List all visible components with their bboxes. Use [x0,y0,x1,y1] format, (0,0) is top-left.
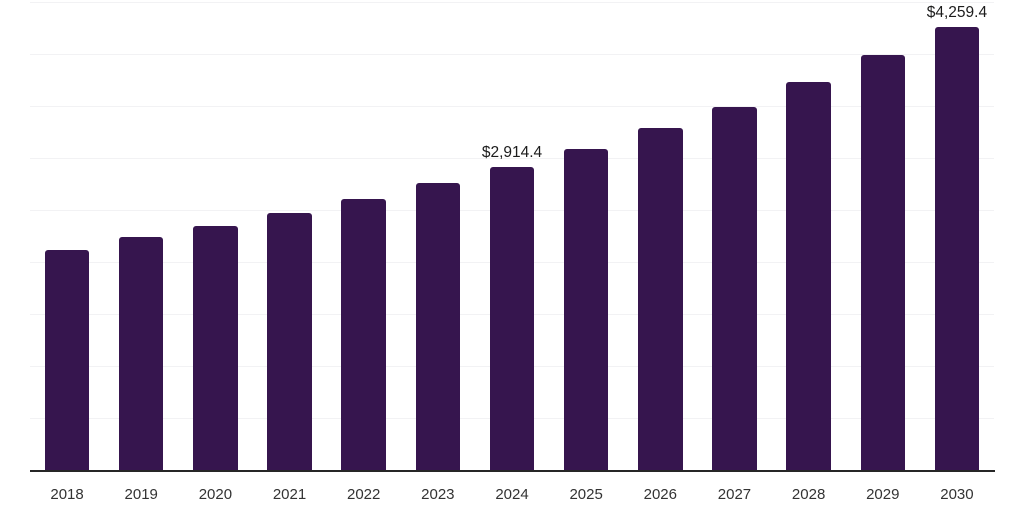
bar-2021 [267,212,312,470]
bar-2025 [563,148,609,470]
bar-2030 [934,27,980,470]
gridline [30,106,994,107]
gridline [30,2,994,3]
bar-2022 [341,198,386,470]
bar-2020 [193,225,238,470]
x-axis-line [30,470,995,472]
x-tick-label-2029: 2029 [866,486,900,503]
x-tick-label-2023: 2023 [421,486,455,503]
gridline [30,158,994,159]
x-tick-label-2027: 2027 [717,486,752,503]
bar-2029 [860,55,906,470]
bar-2019 [118,236,164,470]
x-tick-label-2021: 2021 [272,486,307,503]
gridline [30,54,994,55]
bar-2023 [415,183,461,470]
x-tick-label-2025: 2025 [569,486,603,503]
bar-2018 [44,249,90,470]
x-tick-label-2026: 2026 [643,486,677,503]
bar-value-label-2030: $4,259.4 [926,4,988,22]
x-tick-label-2019: 2019 [124,486,158,503]
bar-2026 [638,128,683,470]
x-tick-label-2022: 2022 [347,486,381,503]
bar-2024 [489,166,535,470]
x-tick-label-2020: 2020 [198,486,233,503]
bar-2027 [712,107,757,470]
x-tick-label-2018: 2018 [50,486,84,503]
x-tick-label-2028: 2028 [791,486,826,503]
x-tick-label-2024: 2024 [495,486,529,503]
bar-value-label-2024: $2,914.4 [481,143,543,161]
x-tick-label-2030: 2030 [940,486,974,503]
bar-2028 [786,81,831,470]
